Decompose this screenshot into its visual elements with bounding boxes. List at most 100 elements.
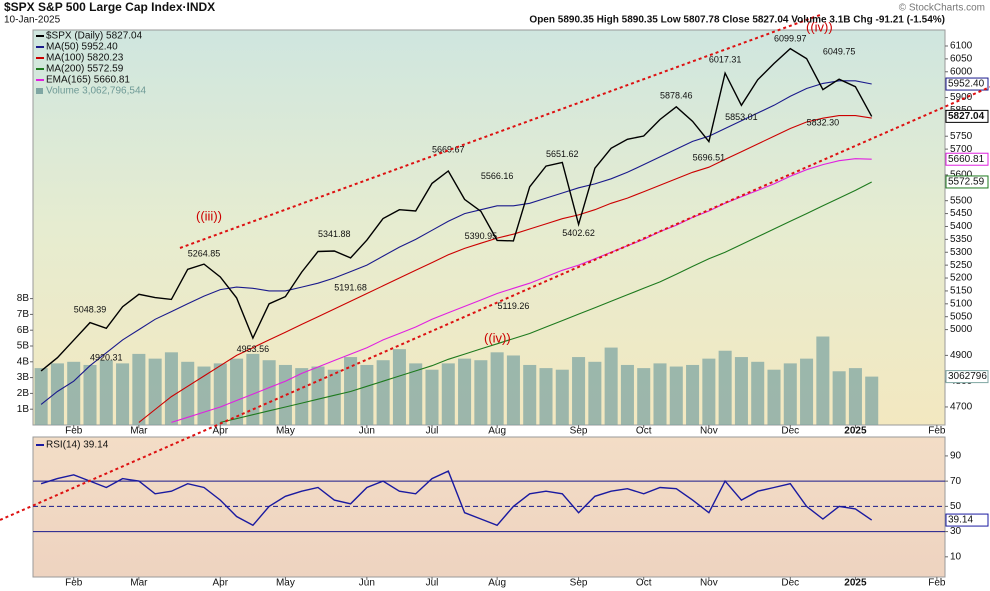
volume-tick-label: 2B (17, 388, 30, 399)
wave-label: ((iii)) (196, 208, 222, 223)
volume-bar (50, 363, 64, 425)
volume-tick-label: 3B (17, 372, 30, 383)
series-line (138, 115, 872, 423)
x-tick-label: Oct (636, 426, 652, 437)
chart-title: $SPX S&P 500 Large Cap Index·INDX (4, 0, 215, 14)
y-tick-label: 5150 (950, 286, 973, 297)
volume-bar (213, 363, 227, 425)
y-tick-label: 70 (950, 476, 962, 487)
peak-label: 5696.51 (693, 152, 726, 162)
series-line (171, 158, 872, 423)
y-tick-label: 5400 (950, 221, 973, 232)
volume-bar (360, 364, 374, 425)
peak-label: 5191.68 (334, 283, 367, 293)
series-line (40, 470, 873, 527)
volume-bar (474, 360, 488, 425)
y-tick-label: 6100 (950, 41, 973, 52)
volume-bar (132, 353, 146, 425)
x-tick-label: Feb (928, 578, 946, 589)
volume-bar (83, 364, 97, 425)
series-line (40, 80, 872, 405)
volume-bar (734, 357, 748, 425)
y-tick-label: 5600 (950, 170, 973, 181)
x-tick-label: Jun (359, 426, 375, 437)
volume-bar (686, 364, 700, 425)
y-tick-label: 5700 (950, 144, 973, 155)
volume-bar (751, 361, 765, 425)
y-tick-label: 5300 (950, 247, 973, 258)
peak-label: 5264.85 (188, 249, 221, 259)
peak-label: 5402.62 (562, 228, 595, 238)
volume-bar (539, 368, 553, 425)
legend-label: Volume 3,062,796,544 (46, 86, 147, 97)
volume-tick-label: 1B (17, 404, 30, 415)
rsi-title: RSI(14) 39.14 (46, 440, 109, 451)
y-tick-label: 50 (950, 501, 962, 512)
x-tick-label: Apr (213, 578, 229, 589)
y-tick-label: 4900 (950, 350, 973, 361)
y-tick-label: 90 (950, 451, 962, 462)
value-tag-label: 5572.59 (948, 177, 985, 188)
volume-bar (425, 369, 439, 425)
legend-label: $SPX (Daily) 5827.04 (46, 31, 143, 42)
y-tick-label: 5750 (950, 131, 973, 142)
volume-bar (148, 358, 162, 425)
x-tick-label: Feb (65, 578, 83, 589)
volume-tick-label: 6B (17, 325, 30, 336)
x-tick-label: Nov (700, 426, 718, 437)
y-tick-label: 5250 (950, 260, 973, 271)
value-tag: 5827.04 (945, 109, 989, 123)
volume-bar (588, 361, 602, 425)
volume-bar (620, 364, 634, 425)
volume-bar (311, 366, 325, 425)
y-tick-label: 5500 (950, 195, 973, 206)
volume-bar (767, 369, 781, 425)
x-tick-label: Apr (213, 426, 229, 437)
y-tick-label: 5350 (950, 234, 973, 245)
x-tick-label: Jun (359, 578, 375, 589)
volume-bar (295, 368, 309, 425)
volume-bar (441, 363, 455, 425)
peak-label: 5119.26 (497, 301, 529, 311)
x-tick-label: Sep (570, 578, 588, 589)
volume-bar (262, 360, 276, 425)
volume-bar (34, 368, 48, 425)
peak-label: 5651.62 (546, 149, 579, 159)
y-tick-label: 30 (950, 526, 962, 537)
x-tick-label: Jul (426, 578, 439, 589)
x-tick-label: Feb (928, 426, 946, 437)
y-tick-label: 5100 (950, 298, 973, 309)
value-tag-label: 5952.40 (948, 79, 985, 90)
volume-bar (409, 363, 423, 425)
volume-bar (116, 363, 130, 425)
peak-label: 5853.01 (725, 112, 758, 122)
volume-bar (278, 364, 292, 425)
peak-label: 5669.67 (432, 144, 465, 154)
peak-label: 4920.31 (90, 353, 123, 363)
volume-bar (783, 363, 797, 425)
price-panel (32, 29, 946, 426)
volume-bar (555, 369, 569, 425)
peak-label: 6049.75 (823, 46, 856, 56)
y-tick-label: 5900 (950, 92, 973, 103)
plot-layer: Feb Mar Apr May Jun Jul Aug Sep Oct Nov Dec 2025 Feb… (17, 31, 989, 589)
value-tag-box (945, 77, 989, 91)
volume-bar (197, 366, 211, 425)
volume-bar (653, 363, 667, 425)
value-tag: 5660.81 (945, 152, 989, 166)
peak-label: 5048.39 (74, 305, 107, 315)
volume-bar (702, 358, 716, 425)
x-tick-label: Aug (488, 426, 506, 437)
volume-bar (800, 358, 814, 425)
value-tag-label: 5827.04 (948, 111, 985, 122)
y-tick-label: 6050 (950, 54, 973, 65)
volume-tick-label: 4B (17, 356, 30, 367)
value-tag: 5952.40 (945, 77, 989, 91)
x-tick-label: Nov (700, 578, 718, 589)
wave-label: ((iv)) (484, 330, 511, 345)
volume-bar (490, 352, 504, 425)
value-tag: 39.14 (945, 513, 989, 527)
x-tick-label: Dec (781, 426, 799, 437)
volume-bar (604, 347, 618, 425)
